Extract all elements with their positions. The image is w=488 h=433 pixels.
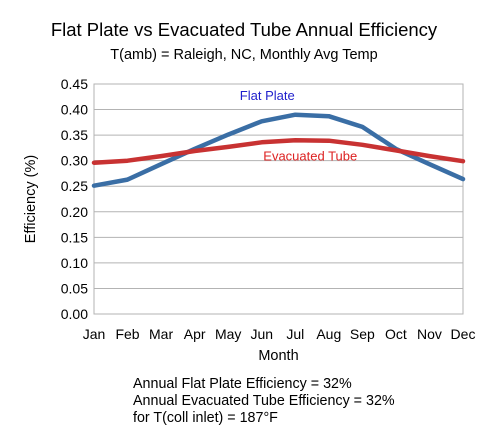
y-tick-label: 0.30 bbox=[61, 153, 88, 169]
series-label-evacuated-tube: Evacuated Tube bbox=[263, 148, 357, 163]
x-tick-label: Dec bbox=[451, 326, 476, 342]
x-tick-label: Sep bbox=[350, 326, 375, 342]
x-tick-label: Nov bbox=[417, 326, 442, 342]
annotation-inlet-temp: for T(coll inlet) = 187°F bbox=[133, 410, 278, 426]
x-tick-label: Jul bbox=[286, 326, 304, 342]
y-tick-label: 0.10 bbox=[61, 255, 88, 271]
x-tick-label: May bbox=[215, 326, 241, 342]
y-tick-label: 0.40 bbox=[61, 102, 88, 118]
chart-subtitle: T(amb) = Raleigh, NC, Monthly Avg Temp bbox=[110, 47, 378, 63]
plot-area-border bbox=[93, 83, 464, 315]
y-tick-label: 0.15 bbox=[61, 229, 88, 245]
x-tick-label: Mar bbox=[149, 326, 173, 342]
x-tick-label: Jun bbox=[250, 326, 273, 342]
y-tick-label: 0.20 bbox=[61, 204, 88, 220]
annual-efficiency-notes: Annual Flat Plate Efficiency = 32% Annua… bbox=[133, 376, 395, 427]
x-axis-label: Month bbox=[258, 348, 298, 364]
y-axis-label: Efficiency (%) bbox=[23, 155, 39, 243]
x-tick-label: Apr bbox=[184, 326, 206, 342]
chart-title: Flat Plate vs Evacuated Tube Annual Effi… bbox=[50, 19, 438, 40]
x-tick-label: Feb bbox=[115, 326, 139, 342]
y-tick-label: 0.45 bbox=[61, 76, 88, 92]
y-tick-label: 0.35 bbox=[61, 127, 88, 143]
y-tick-label: 0.00 bbox=[61, 306, 88, 322]
y-tick-label: 0.05 bbox=[61, 280, 88, 296]
x-tick-label: Jan bbox=[83, 326, 106, 342]
series-label-flat-plate: Flat Plate bbox=[240, 88, 295, 103]
series-line-evacuated-tube bbox=[91, 137, 466, 165]
annotation-flat-plate: Annual Flat Plate Efficiency = 32% bbox=[133, 376, 352, 392]
x-tick-label: Aug bbox=[316, 326, 341, 342]
x-tick-label: Oct bbox=[385, 326, 407, 342]
annotation-evacuated-tube: Annual Evacuated Tube Efficiency = 32% bbox=[133, 393, 395, 409]
y-tick-label: 0.25 bbox=[61, 178, 88, 194]
